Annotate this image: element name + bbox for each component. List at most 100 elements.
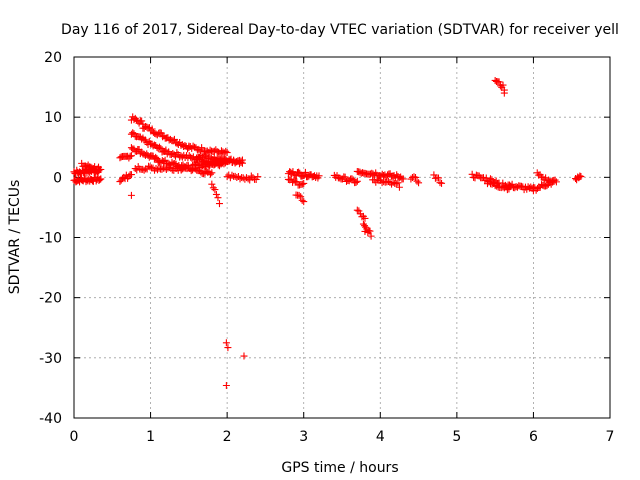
x-tick-label: 4 [376,429,385,445]
data-point [399,175,407,183]
data-point [549,178,557,186]
data-point [254,173,262,181]
data-point [237,159,245,167]
data-point [300,179,308,187]
data-point [209,184,217,192]
data-point [394,179,402,187]
data-point [208,180,216,188]
data-point [434,174,442,182]
chart-title: Day 116 of 2017, Sidereal Day-to-day VTE… [61,22,619,38]
data-point [362,223,370,231]
data-point [127,191,135,199]
data-point [127,171,135,179]
data-point [198,144,206,152]
data-point [95,163,103,171]
x-tick-label: 7 [606,429,615,445]
data-point [301,168,309,176]
data-point [493,182,501,190]
y-tick-label: 10 [44,110,62,126]
data-point [361,214,369,222]
data-point [138,117,146,125]
x-axis-title: GPS time / hours [281,460,398,476]
x-tick-label: 2 [223,429,232,445]
data-point [206,170,214,178]
data-point [295,191,303,199]
y-tick-label: -30 [39,351,62,367]
axis-ticks: 0 1 2 3 4 5 6 7 -40 -30 -20 -10 0 10 20 [39,50,614,445]
data-point [315,172,323,180]
data-point [415,179,423,187]
data-point [240,352,248,360]
data-point [577,173,585,181]
data-point [238,159,246,167]
data-point [353,206,361,214]
data-point [348,175,356,183]
data-point [145,162,153,170]
y-tick-label: 0 [53,170,62,186]
x-tick-label: 3 [299,429,308,445]
y-tick-label: 20 [44,50,62,66]
data-point [508,180,516,188]
data-point [412,173,420,181]
data-point [410,173,418,181]
x-tick-label: 1 [146,429,155,445]
data-point [222,147,230,155]
data-point [215,200,223,208]
data-point [211,186,219,194]
grid-lines [74,57,610,418]
data-point [468,170,476,178]
data-point [392,180,400,188]
y-axis-title: SDTVAR / TECUs [7,180,23,295]
data-point [295,168,303,176]
data-point [152,153,160,161]
data-point [544,176,552,184]
data-point [223,149,231,157]
data-point [222,382,230,390]
y-tick-label: -20 [39,291,62,307]
data-point [491,182,499,190]
data-point [395,183,403,191]
y-tick-label: -10 [39,231,62,247]
data-point [222,339,230,347]
data-point [156,143,164,151]
data-point [297,193,305,201]
data-point [499,81,507,89]
data-point [223,173,231,181]
data-point [224,344,232,352]
data-point [500,89,508,97]
data-point [361,227,369,235]
data-point [140,166,148,174]
data-point [352,178,360,186]
data-point [413,177,421,185]
data-point [298,180,306,188]
data-point [438,179,446,187]
data-points [70,76,585,390]
data-point [367,232,375,240]
data-point [129,129,137,137]
y-tick-label: -40 [39,411,62,427]
data-point [97,175,105,183]
data-point [223,158,231,166]
x-tick-label: 0 [70,429,79,445]
data-point [300,198,308,206]
x-tick-label: 6 [529,429,538,445]
data-point [353,177,361,185]
data-point [148,125,156,133]
data-point [228,171,236,179]
data-point [146,163,154,171]
data-point [96,176,104,184]
data-point [495,78,503,86]
data-point [436,179,444,187]
data-point [208,169,216,177]
data-point [170,135,178,143]
x-tick-label: 5 [452,429,461,445]
data-point [298,196,306,204]
data-point [488,180,496,188]
data-point [430,171,438,179]
data-point [576,172,584,180]
data-point [133,166,141,174]
data-point [212,190,220,198]
data-point [126,152,134,160]
data-point [247,172,255,180]
